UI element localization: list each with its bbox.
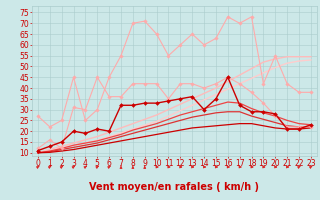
X-axis label: Vent moyen/en rafales ( km/h ): Vent moyen/en rafales ( km/h ): [89, 182, 260, 192]
